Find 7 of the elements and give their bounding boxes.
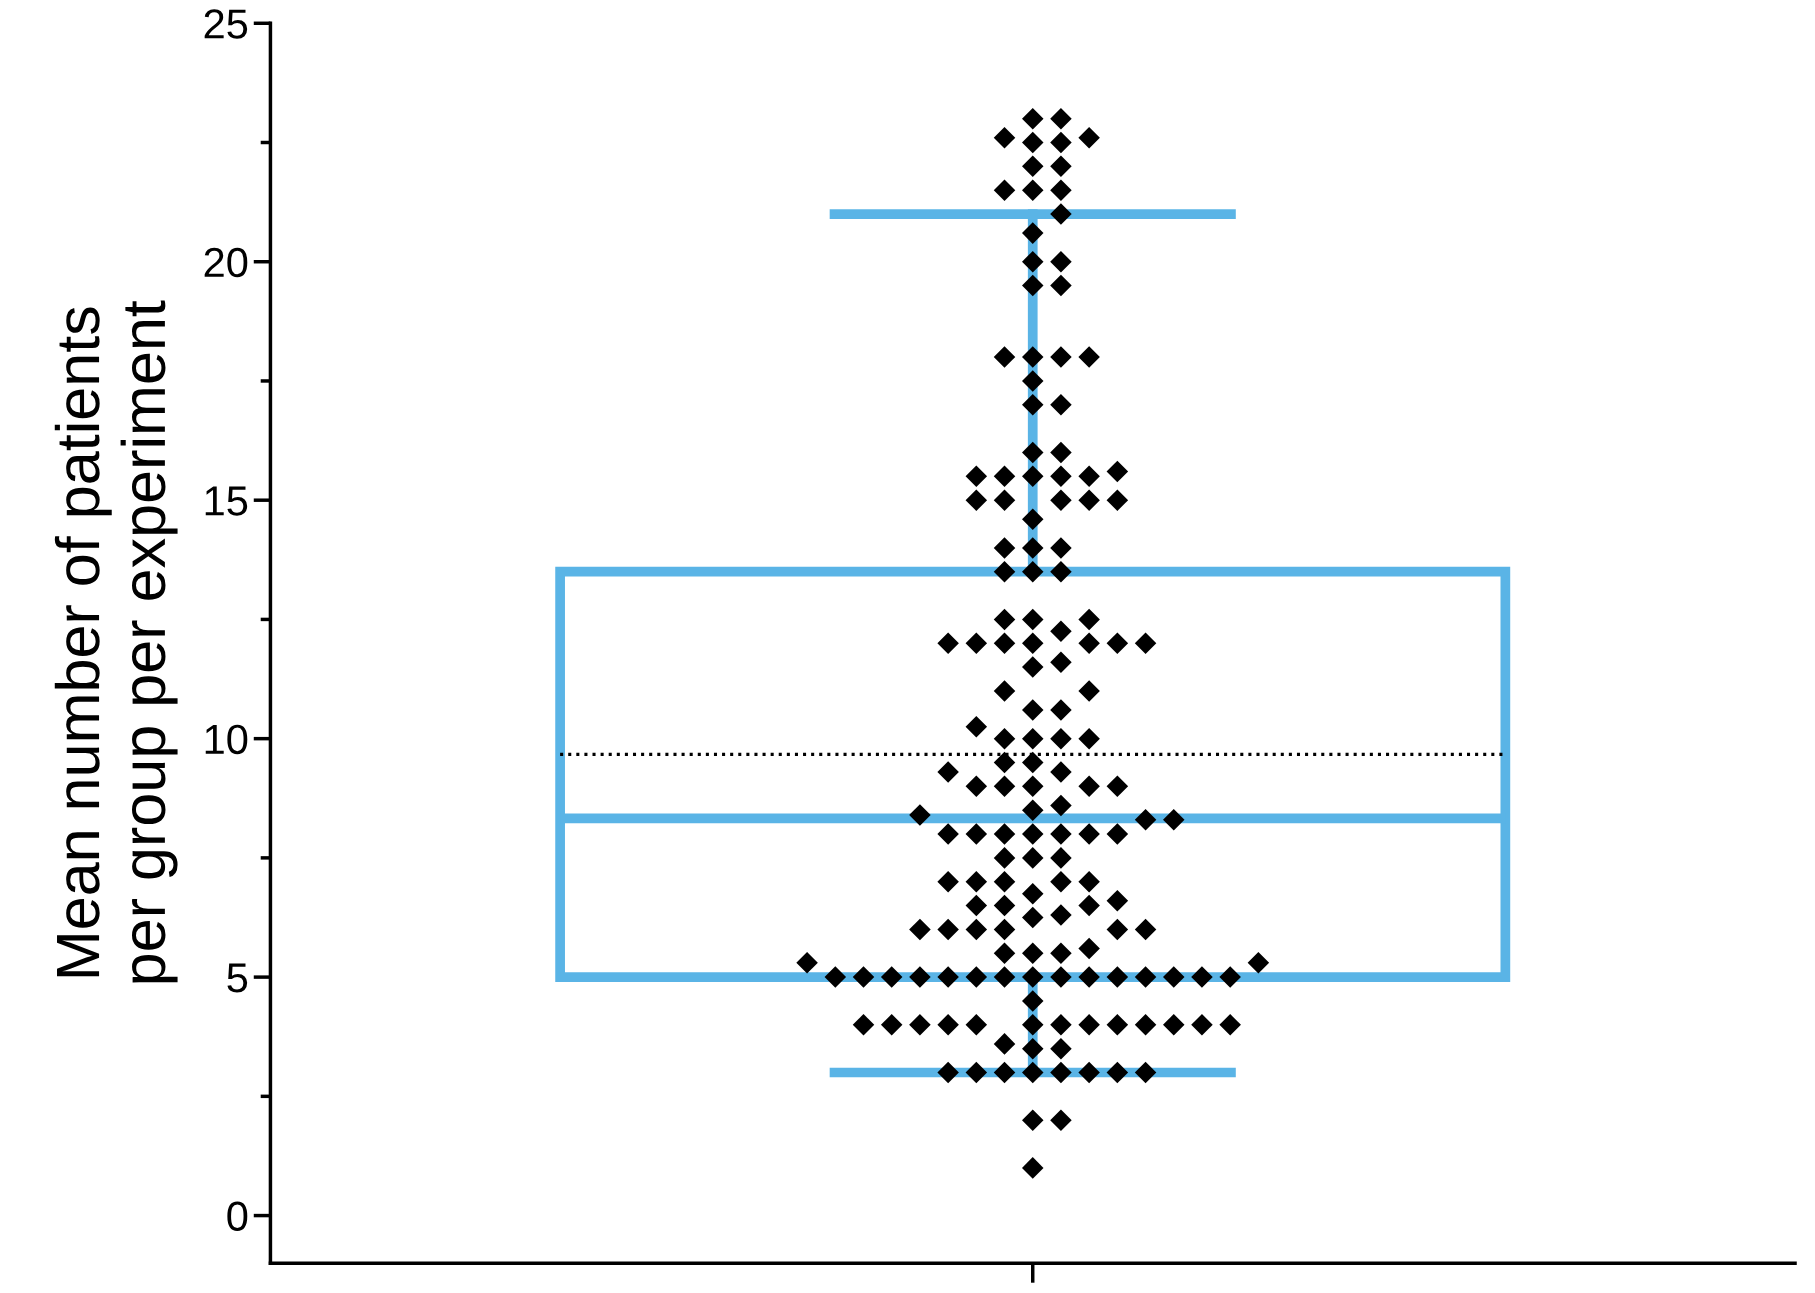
y-axis-title: Mean number of patients per group per experiment (54, 300, 178, 983)
y-tick-label: 20 (204, 247, 248, 278)
y-tick-label: 0 (227, 1201, 248, 1232)
y-tick-label: 5 (227, 963, 248, 993)
y-tick-label: 25 (204, 9, 248, 39)
y-tick-label: 10 (205, 724, 248, 755)
y-tick-label: 15 (205, 486, 248, 516)
